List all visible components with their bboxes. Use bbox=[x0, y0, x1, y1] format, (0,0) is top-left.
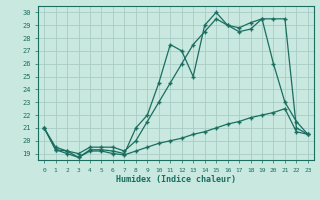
X-axis label: Humidex (Indice chaleur): Humidex (Indice chaleur) bbox=[116, 175, 236, 184]
